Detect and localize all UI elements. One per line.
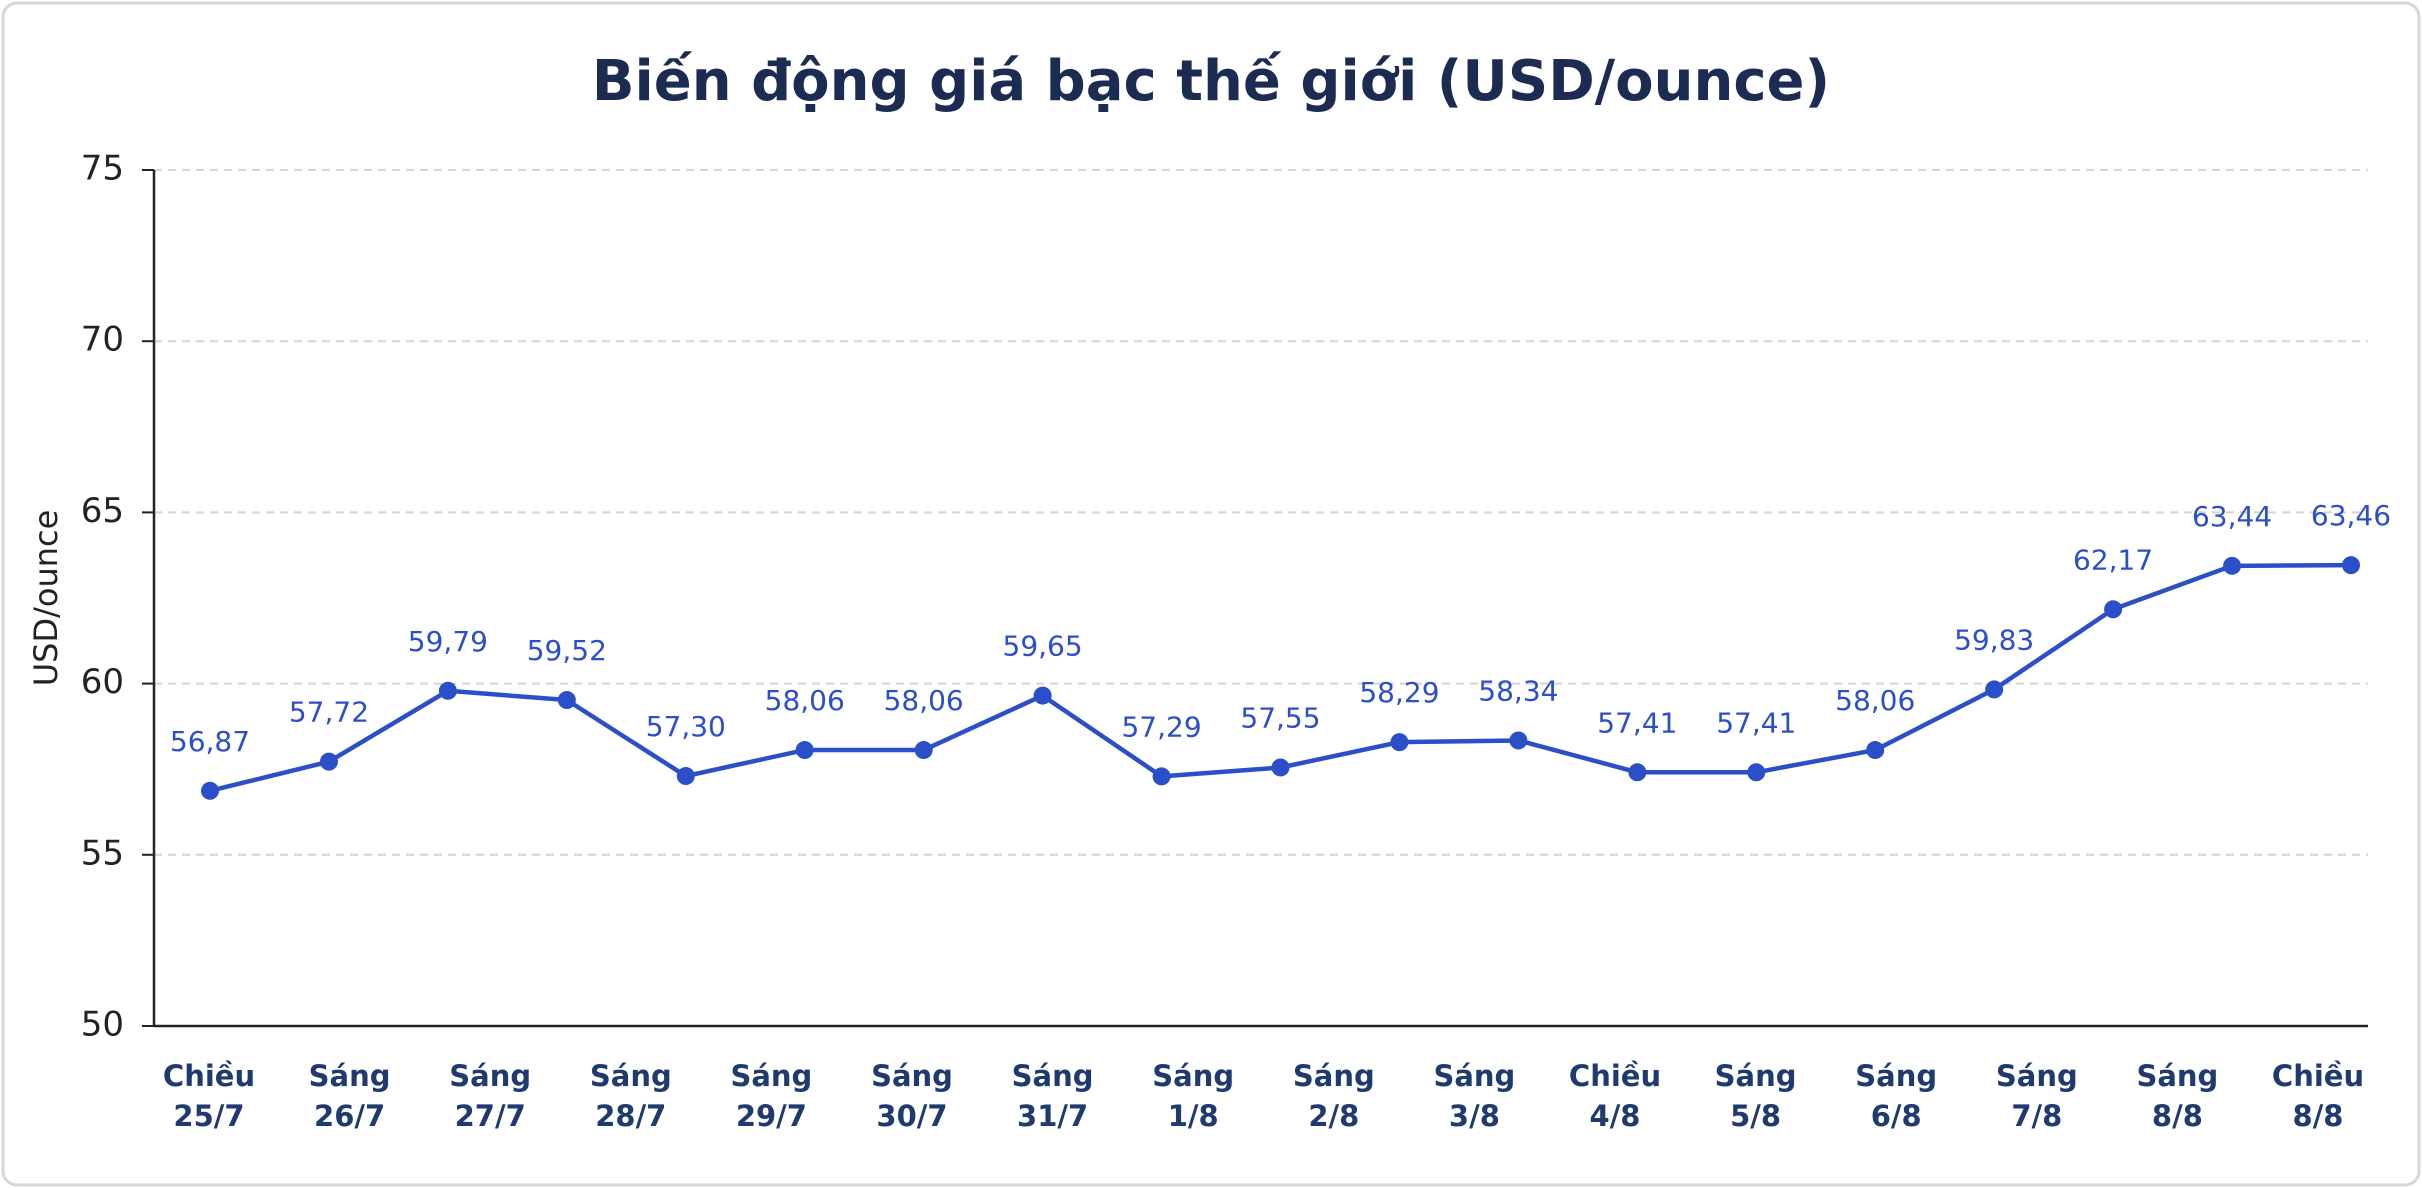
point (438, 681, 457, 700)
x-tick-label: 28/7 (595, 1099, 666, 1133)
x-tick-label: Sáng (2136, 1059, 2218, 1093)
x-tick-label: Sáng (1012, 1059, 1094, 1093)
point (1866, 741, 1885, 760)
x-tick-label: 8/8 (2293, 1099, 2344, 1133)
y-tick-label: 60 (81, 662, 124, 702)
value-label: 57,41 (1716, 706, 1796, 739)
x-tick-label: Sáng (309, 1059, 391, 1093)
point (1509, 731, 1528, 750)
x-tick-label: Sáng (449, 1059, 531, 1093)
point (1390, 733, 1409, 752)
x-tick-label: Sáng (1996, 1059, 2078, 1093)
value-label: 59,79 (408, 625, 488, 658)
point (1152, 767, 1171, 786)
point (1747, 763, 1766, 782)
value-label: 59,65 (1003, 630, 1083, 663)
value-label: 59,52 (527, 634, 607, 667)
point (676, 767, 695, 786)
y-tick-label: 70 (81, 320, 124, 360)
point (1271, 758, 1290, 777)
x-tick-label: Chiều (2272, 1059, 2364, 1093)
value-label: 63,44 (2192, 500, 2272, 533)
value-label: 58,06 (765, 684, 845, 717)
point (2342, 556, 2360, 575)
x-tick-label: Sáng (1715, 1059, 1797, 1093)
y-tick-label: 65 (81, 491, 124, 531)
y-tick-label: 75 (81, 149, 124, 189)
x-tick-label: Sáng (590, 1059, 672, 1093)
x-tick-label: Chiều (1569, 1059, 1661, 1093)
point (2223, 556, 2242, 575)
y-tick-label: 50 (81, 1005, 124, 1045)
point (1033, 686, 1052, 705)
y-axis-label: USD/ounce (27, 510, 65, 687)
value-label: 59,83 (1954, 623, 2034, 656)
x-tick-label: 30/7 (876, 1099, 947, 1133)
value-label: 58,06 (1835, 684, 1915, 717)
point (201, 781, 219, 800)
x-tick-label: Sáng (871, 1059, 953, 1093)
x-tick-label: 27/7 (455, 1099, 526, 1133)
x-tick-label: 6/8 (1871, 1099, 1922, 1133)
x-tick-label: Sáng (1433, 1059, 1515, 1093)
x-tick-label: Chiều (163, 1059, 255, 1093)
value-label: 58,29 (1359, 676, 1439, 709)
point (1985, 680, 2004, 699)
point (319, 752, 338, 771)
x-tick-label: 5/8 (1730, 1099, 1781, 1133)
point (1628, 763, 1647, 782)
value-label: 57,55 (1240, 701, 1320, 734)
value-label: 62,17 (2073, 543, 2153, 576)
value-label: 57,41 (1597, 706, 1677, 739)
x-tick-label: 25/7 (173, 1099, 244, 1133)
y-tick-label: 55 (81, 833, 124, 873)
x-tick-label: 2/8 (1308, 1099, 1359, 1133)
x-tick-label: Sáng (730, 1059, 812, 1093)
x-tick-label: 26/7 (314, 1099, 385, 1133)
chart-title: Biến động giá bạc thế giới (USD/ounce) (592, 49, 1830, 114)
x-tick-label: 1/8 (1168, 1099, 1219, 1133)
x-tick-label: 3/8 (1449, 1099, 1500, 1133)
x-tick-label: 29/7 (736, 1099, 807, 1133)
x-tick-label: 31/7 (1017, 1099, 1088, 1133)
value-label: 58,34 (1478, 674, 1558, 707)
point (795, 741, 814, 760)
value-label: 56,87 (170, 725, 250, 758)
x-tick-label: Sáng (1152, 1059, 1234, 1093)
x-tick-label: 8/8 (2152, 1099, 2203, 1133)
x-tick-label: 4/8 (1590, 1099, 1641, 1133)
point (557, 691, 576, 710)
point (914, 741, 933, 760)
value-label: 57,72 (289, 696, 369, 729)
point (2104, 600, 2123, 619)
x-tick-label: Sáng (1855, 1059, 1937, 1093)
value-label: 57,30 (646, 710, 726, 743)
value-label: 57,29 (1121, 710, 1201, 743)
x-tick-label: Sáng (1293, 1059, 1375, 1093)
value-label: 58,06 (884, 684, 964, 717)
value-label: 63,46 (2311, 499, 2391, 532)
x-tick-label: 7/8 (2011, 1099, 2062, 1133)
